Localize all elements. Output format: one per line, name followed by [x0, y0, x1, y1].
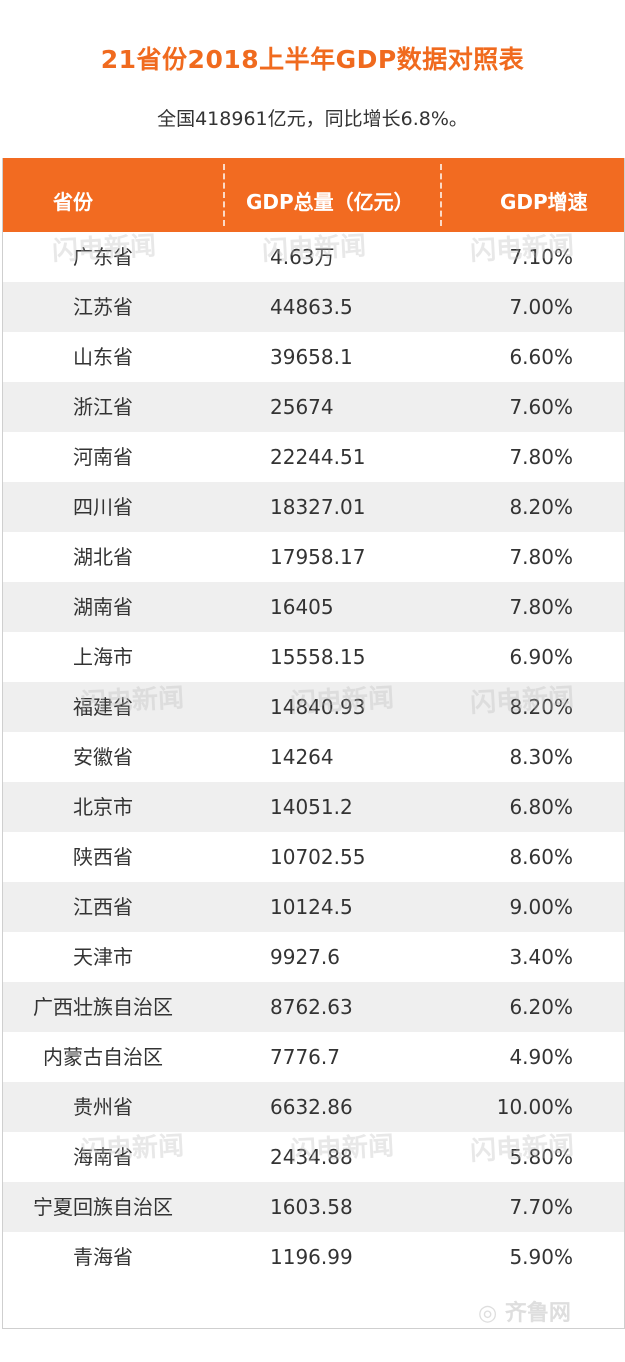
- gdp-cell: 16405: [270, 595, 334, 619]
- rate-cell: 8.20%: [509, 495, 573, 519]
- gdp-cell: 4.63万: [270, 245, 335, 269]
- gdp-cell: 18327.01: [270, 495, 366, 519]
- gdp-cell: 10702.55: [270, 845, 366, 869]
- gdp-cell: 44863.5: [270, 295, 353, 319]
- rate-cell: 7.00%: [509, 295, 573, 319]
- table-row: 浙江省 25674 7.60%: [3, 382, 624, 432]
- gdp-cell: 39658.1: [270, 345, 353, 369]
- table-row: 贵州省 6632.86 10.00%: [3, 1082, 624, 1132]
- rate-cell: 9.00%: [509, 895, 573, 919]
- province-cell: 天津市: [73, 945, 133, 969]
- header-rate: GDP增速: [500, 190, 588, 214]
- table-row: 海南省 2434.88 5.80%: [3, 1132, 624, 1182]
- rate-cell: 6.20%: [509, 995, 573, 1019]
- gdp-cell: 25674: [270, 395, 334, 419]
- logo-icon: ◎: [478, 1301, 498, 1326]
- province-cell: 北京市: [73, 795, 133, 819]
- gdp-cell: 14051.2: [270, 795, 353, 819]
- table-row: 内蒙古自治区 7776.7 4.90%: [3, 1032, 624, 1082]
- province-cell: 海南省: [73, 1145, 133, 1169]
- province-cell: 江西省: [73, 895, 133, 919]
- province-cell: 湖南省: [73, 595, 133, 619]
- rate-cell: 7.10%: [509, 245, 573, 269]
- gdp-cell: 10124.5: [270, 895, 353, 919]
- table-row: 安徽省 14264 8.30%: [3, 732, 624, 782]
- rate-cell: 7.80%: [509, 545, 573, 569]
- province-cell: 河南省: [73, 445, 133, 469]
- rate-cell: 7.80%: [509, 595, 573, 619]
- gdp-cell: 2434.88: [270, 1145, 353, 1169]
- table-row: 福建省 14840.93 8.20%: [3, 682, 624, 732]
- table-row: 山东省 39658.1 6.60%: [3, 332, 624, 382]
- table-row: 天津市 9927.6 3.40%: [3, 932, 624, 982]
- gdp-cell: 1196.99: [270, 1245, 353, 1269]
- gdp-cell: 1603.58: [270, 1195, 353, 1219]
- table-row: 江苏省 44863.5 7.00%: [3, 282, 624, 332]
- rate-cell: 6.90%: [509, 645, 573, 669]
- header-province: 省份: [53, 190, 93, 214]
- rate-cell: 7.80%: [509, 445, 573, 469]
- province-cell: 上海市: [73, 645, 133, 669]
- site-logo: ◎ 齐鲁网: [478, 1295, 571, 1327]
- table-header: 省份 GDP总量（亿元） GDP增速: [3, 158, 624, 232]
- gdp-cell: 14264: [270, 745, 334, 769]
- province-cell: 贵州省: [73, 1095, 133, 1119]
- gdp-table: 省份 GDP总量（亿元） GDP增速 广东省 4.63万 7.10% 江苏省 44863…: [2, 158, 625, 1329]
- province-cell: 宁夏回族自治区: [33, 1195, 173, 1219]
- rate-cell: 4.90%: [509, 1045, 573, 1069]
- page-title: 21省份2018上半年GDP数据对照表: [100, 45, 525, 74]
- province-cell: 陕西省: [73, 845, 133, 869]
- table-row: 上海市 15558.15 6.90%: [3, 632, 624, 682]
- logo-text: 齐鲁网: [504, 1301, 571, 1326]
- rate-cell: 7.70%: [509, 1195, 573, 1219]
- table-row: 江西省 10124.5 9.00%: [3, 882, 624, 932]
- province-cell: 内蒙古自治区: [43, 1045, 163, 1069]
- rate-cell: 8.60%: [509, 845, 573, 869]
- page-subtitle: 全国418961亿元，同比增长6.8%。: [157, 108, 468, 130]
- rate-cell: 6.60%: [509, 345, 573, 369]
- province-cell: 江苏省: [73, 295, 133, 319]
- rate-cell: 7.60%: [509, 395, 573, 419]
- gdp-cell: 6632.86: [270, 1095, 353, 1119]
- rate-cell: 5.90%: [509, 1245, 573, 1269]
- header-divider: [223, 164, 225, 226]
- province-cell: 广东省: [73, 245, 133, 269]
- header-divider: [440, 164, 442, 226]
- province-cell: 青海省: [73, 1245, 133, 1269]
- rate-cell: 3.40%: [509, 945, 573, 969]
- table-row: 四川省 18327.01 8.20%: [3, 482, 624, 532]
- province-cell: 安徽省: [73, 745, 133, 769]
- gdp-cell: 14840.93: [270, 695, 366, 719]
- rate-cell: 8.30%: [509, 745, 573, 769]
- table-row: 青海省 1196.99 5.90%: [3, 1232, 624, 1282]
- province-cell: 湖北省: [73, 545, 133, 569]
- province-cell: 四川省: [73, 495, 133, 519]
- table-row: 宁夏回族自治区 1603.58 7.70%: [3, 1182, 624, 1232]
- table-row: 陕西省 10702.55 8.60%: [3, 832, 624, 882]
- province-cell: 山东省: [73, 345, 133, 369]
- rate-cell: 6.80%: [509, 795, 573, 819]
- rate-cell: 8.20%: [509, 695, 573, 719]
- rate-cell: 5.80%: [509, 1145, 573, 1169]
- gdp-cell: 8762.63: [270, 995, 353, 1019]
- header-gdp: GDP总量（亿元）: [246, 190, 414, 214]
- gdp-cell: 17958.17: [270, 545, 366, 569]
- province-cell: 广西壮族自治区: [33, 995, 173, 1019]
- table-row: 北京市 14051.2 6.80%: [3, 782, 624, 832]
- province-cell: 浙江省: [73, 395, 133, 419]
- gdp-cell: 9927.6: [270, 945, 340, 969]
- table-row: 湖南省 16405 7.80%: [3, 582, 624, 632]
- gdp-cell: 7776.7: [270, 1045, 340, 1069]
- rate-cell: 10.00%: [496, 1095, 573, 1119]
- table-row: 广西壮族自治区 8762.63 6.20%: [3, 982, 624, 1032]
- province-cell: 福建省: [73, 695, 133, 719]
- gdp-cell: 22244.51: [270, 445, 366, 469]
- table-row: 湖北省 17958.17 7.80%: [3, 532, 624, 582]
- gdp-cell: 15558.15: [270, 645, 366, 669]
- table-row: 广东省 4.63万 7.10%: [3, 232, 624, 282]
- table-row: 河南省 22244.51 7.80%: [3, 432, 624, 482]
